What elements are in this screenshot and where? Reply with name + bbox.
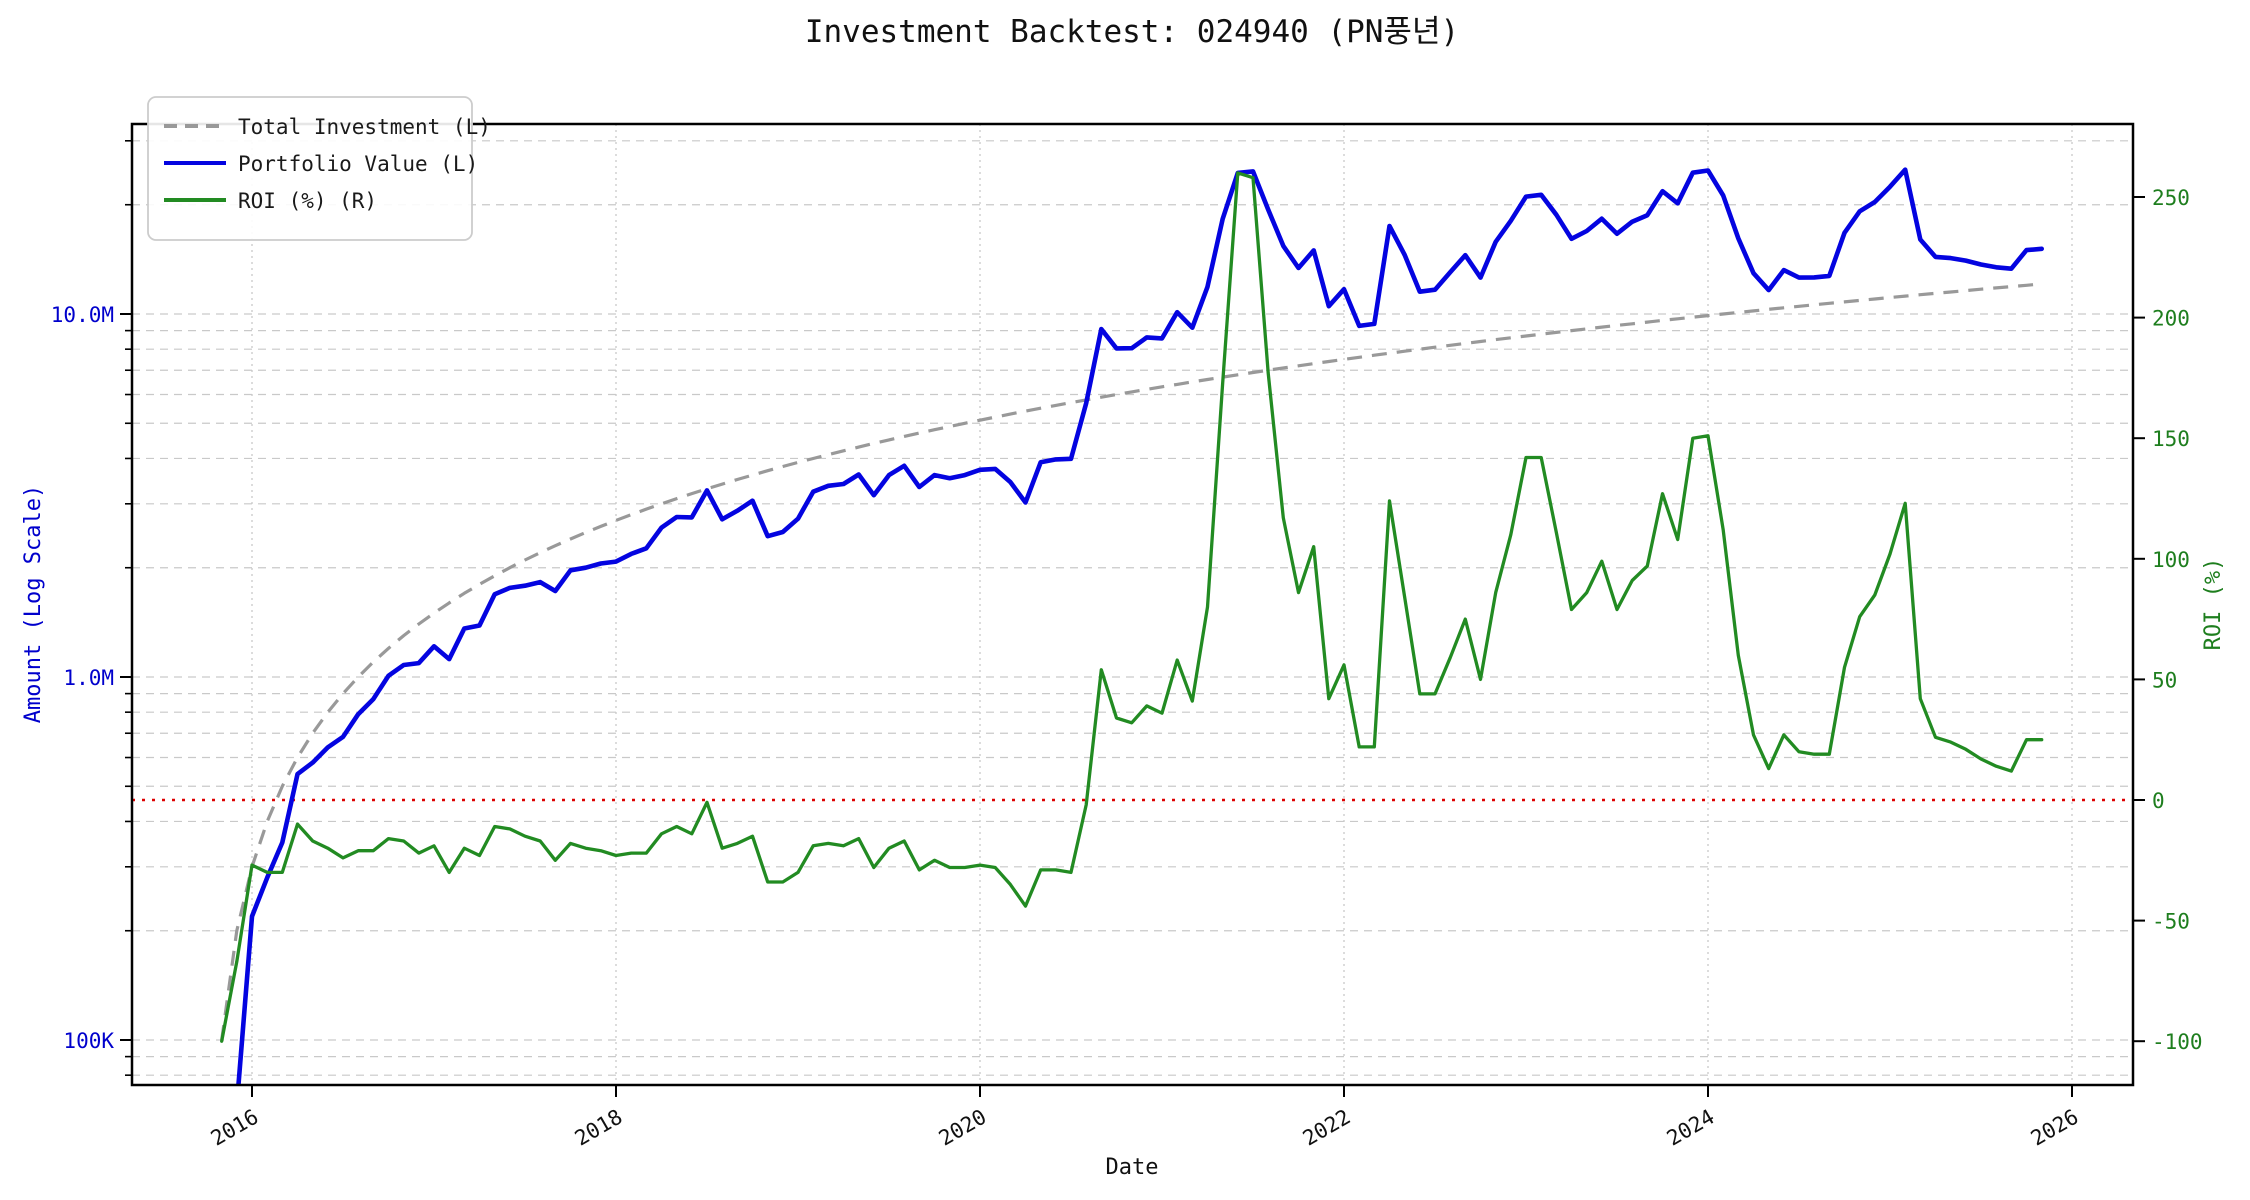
y-right-tick-label: -50 [2152, 910, 2190, 934]
legend-box [147, 96, 473, 241]
legend-item-label: Total Investment (L) [238, 115, 491, 139]
y-right-tick-label: 0 [2152, 789, 2165, 813]
plot-border [130, 122, 2135, 1087]
grid-layer [132, 124, 2133, 1085]
x-tick-label: 2018 [571, 1105, 627, 1151]
y-left-axis-label: Amount (Log Scale) [21, 485, 46, 723]
tick-layer: 2016 2018 2020 2022 2024 2026 100K 1.0M 10.0M -10… [51, 140, 2203, 1151]
axes-layer [130, 122, 2135, 1087]
legend: Total Investment (L) Portfolio Value (L) R… [147, 96, 491, 241]
x-tick-label: 2016 [207, 1105, 263, 1151]
legend-item-label: Portfolio Value (L) [238, 152, 478, 176]
total-investment-line [220, 282, 2042, 1041]
y-right-tick-label: 150 [2152, 427, 2190, 451]
y-left-tick-label: 10.0M [51, 303, 114, 327]
x-tick-label: 2020 [935, 1105, 991, 1151]
portfolio-value-line [236, 167, 2044, 1085]
y-right-tick-label: 250 [2152, 186, 2190, 210]
y-left-tick-label: 100K [63, 1029, 114, 1053]
y-right-tick-label: 100 [2152, 548, 2190, 572]
x-tick-label: 2024 [1663, 1105, 1719, 1151]
legend-item-label: ROI (%) (R) [238, 189, 377, 213]
y-right-tick-label: -100 [2152, 1030, 2203, 1054]
y-right-axis-label: ROI (%) [2201, 558, 2226, 651]
roi-line [220, 171, 2044, 1043]
y-right-tick-label: 200 [2152, 307, 2190, 331]
y-right-tick-label: 50 [2152, 668, 2177, 692]
x-tick-label: 2026 [2027, 1105, 2083, 1151]
y-left-tick-label: 1.0M [63, 666, 114, 690]
chart-title: Investment Backtest: 024940 (PN풍년) [805, 14, 1459, 50]
series-layer [220, 167, 2044, 1085]
x-axis-label: Date [1106, 1155, 1159, 1180]
x-tick-label: 2022 [1299, 1105, 1355, 1151]
